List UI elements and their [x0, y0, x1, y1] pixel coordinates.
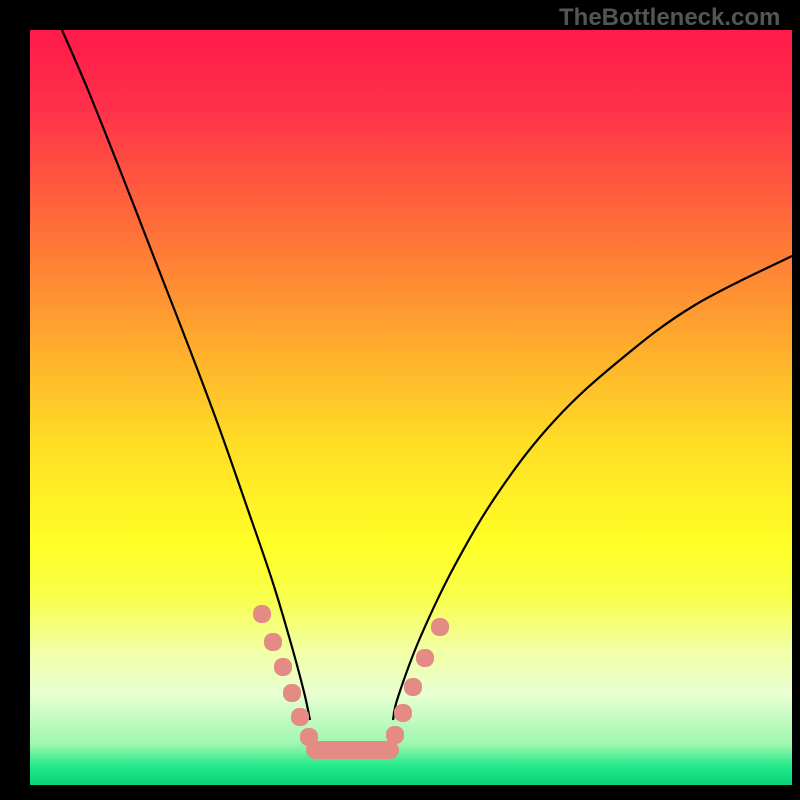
right-pink-marker-2 [404, 678, 422, 696]
right-pink-marker-1 [394, 704, 412, 722]
curve-right-ascending [393, 256, 792, 720]
left-pink-marker-5 [300, 728, 318, 746]
left-pink-marker-0 [253, 605, 271, 623]
left-pink-marker-4 [291, 708, 309, 726]
curve-left-descending [62, 30, 310, 720]
right-pink-marker-4 [431, 618, 449, 636]
chart-container: TheBottleneck.com [0, 0, 800, 800]
watermark-text: TheBottleneck.com [559, 4, 780, 32]
right-pink-marker-0 [386, 726, 404, 744]
right-pink-marker-3 [416, 649, 434, 667]
left-pink-marker-3 [283, 684, 301, 702]
left-pink-marker-2 [274, 658, 292, 676]
chart-overlay-svg [0, 0, 800, 800]
left-pink-marker-1 [264, 633, 282, 651]
